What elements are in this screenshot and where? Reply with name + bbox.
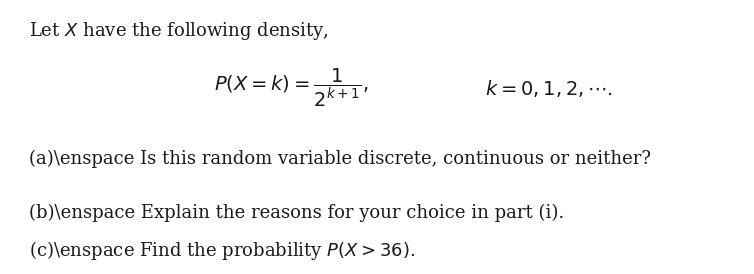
Text: (a)\enspace Is this random variable discrete, continuous or neither?: (a)\enspace Is this random variable disc…: [29, 150, 651, 168]
Text: (c)\enspace Find the probability $P(X > 36)$.: (c)\enspace Find the probability $P(X > …: [29, 239, 415, 262]
Text: $k = 0, 1, 2, \cdots.$: $k = 0, 1, 2, \cdots.$: [485, 78, 612, 99]
Text: Let $X$ have the following density,: Let $X$ have the following density,: [29, 20, 329, 42]
Text: (b)\enspace Explain the reasons for your choice in part (i).: (b)\enspace Explain the reasons for your…: [29, 204, 564, 222]
Text: $P(X = k) = \dfrac{1}{2^{k+1}},$: $P(X = k) = \dfrac{1}{2^{k+1}},$: [214, 67, 369, 109]
